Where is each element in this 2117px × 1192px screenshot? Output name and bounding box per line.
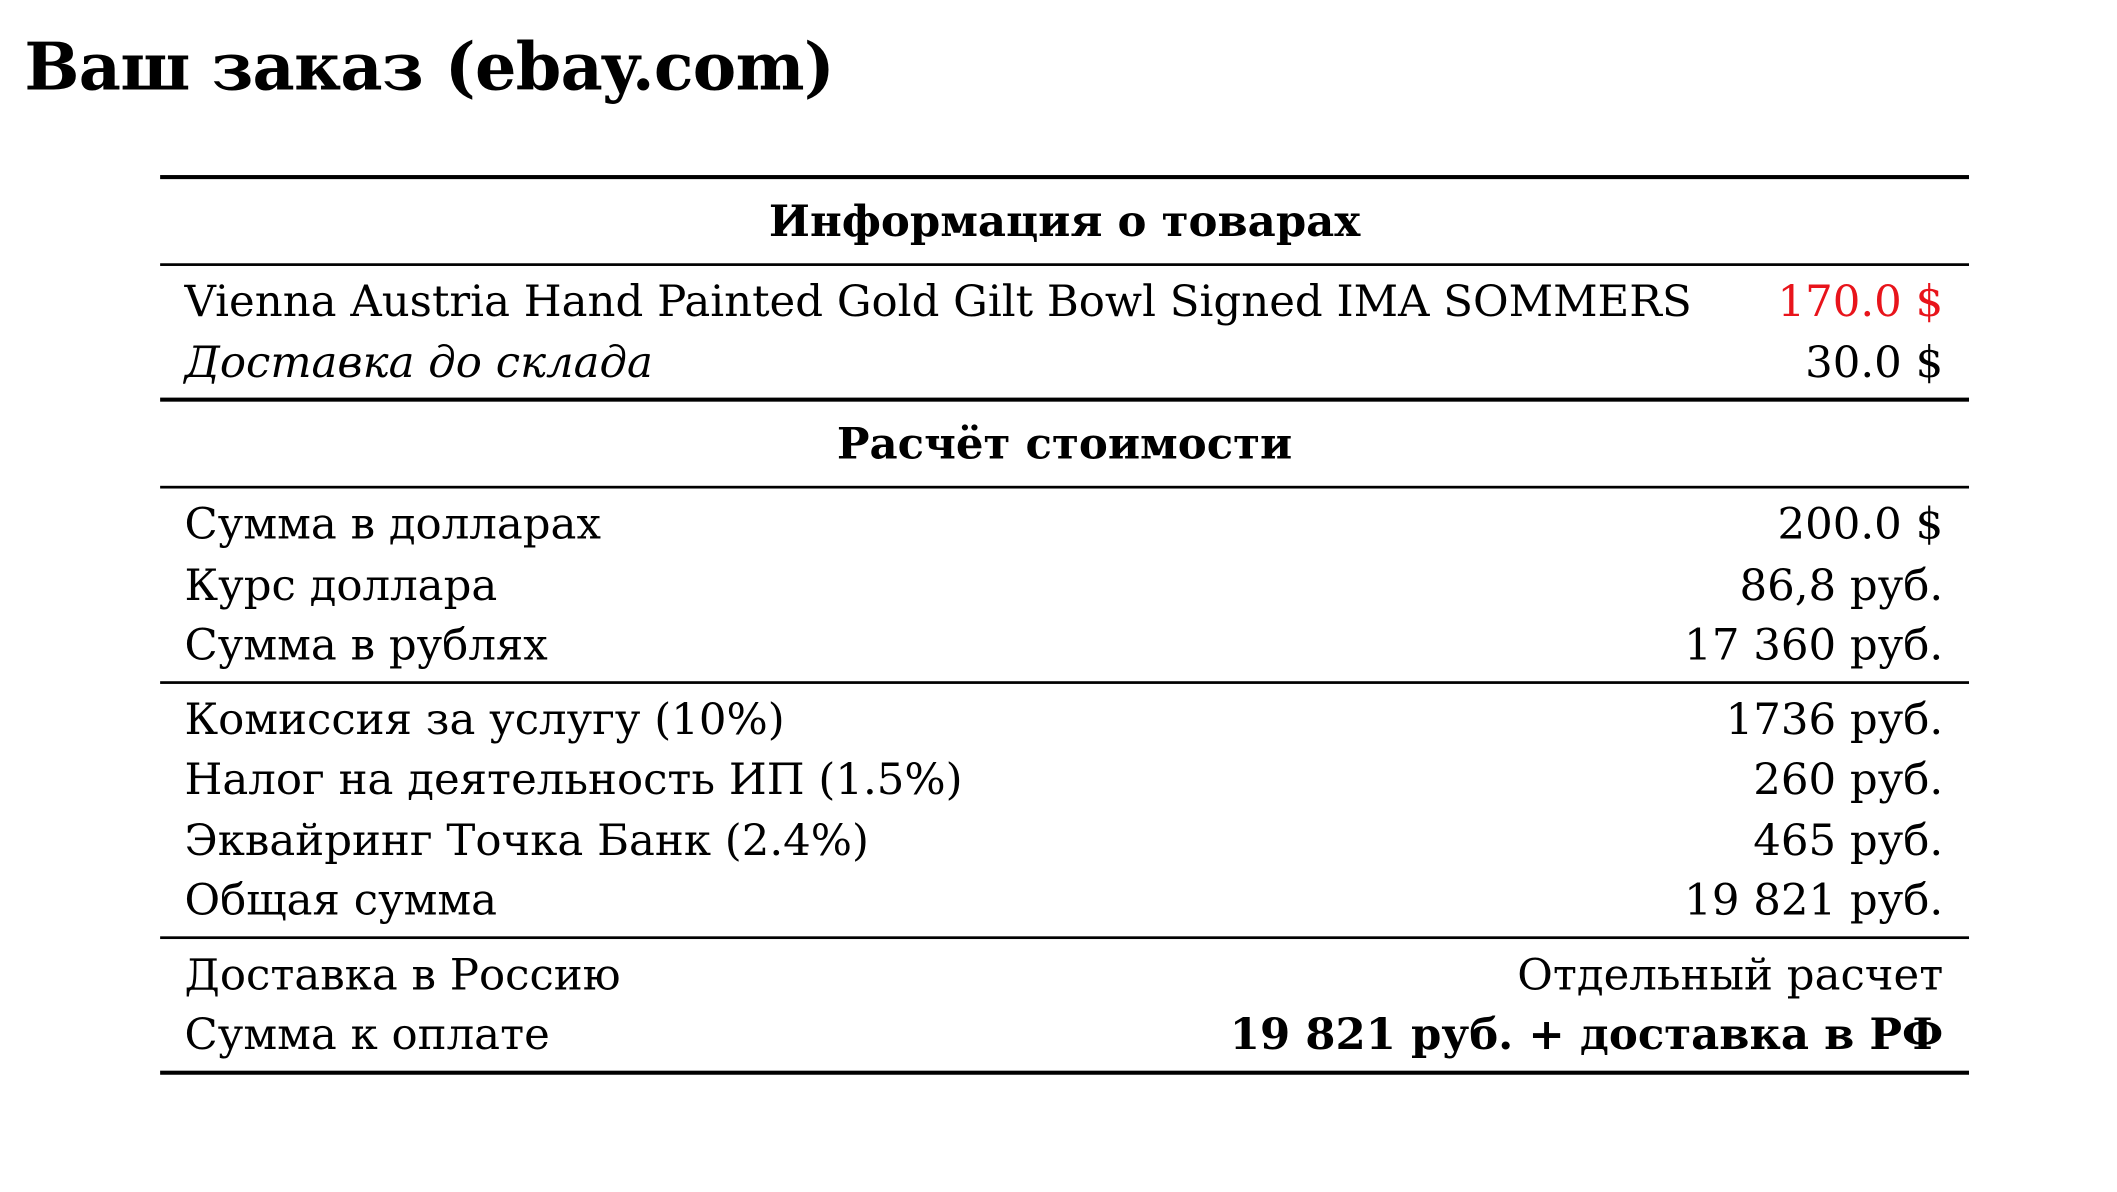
row-label: Сумма в рублях (184, 618, 548, 671)
row-label: Курс доллара (184, 558, 498, 610)
row-label: Эквайринг Точка Банк (2.4%) (184, 813, 869, 866)
divider (160, 175, 1970, 180)
divider (160, 263, 1970, 266)
table-row: Сумма в долларах 200.0 $ (160, 494, 1969, 554)
row-label: Комиссия за услугу (10%) (184, 692, 785, 745)
row-label: Сумма в долларах (184, 498, 601, 550)
row-value: 465 руб. (1753, 813, 1944, 866)
table-row: Сумма в рублях 17 360 руб. (160, 615, 1969, 675)
divider (160, 397, 1970, 402)
table-row-amount-due: Сумма к оплате 19 821 руб. + доставка в Р… (160, 1004, 1969, 1064)
table-row: Курс доллара 86,8 руб. (160, 554, 1969, 614)
row-value: 200.0 $ (1777, 498, 1944, 550)
calc-group: Сумма в долларах 200.0 $ Курс доллара 86,8… (160, 489, 1969, 681)
row-value: 260 руб. (1753, 753, 1944, 805)
items-group: Vienna Austria Hand Painted Gold Gilt Bo… (160, 266, 1969, 398)
divider (160, 935, 1970, 939)
row-value: 17 360 руб. (1684, 618, 1944, 671)
row-label: Доставка в Россию (184, 947, 621, 1000)
divider (160, 1069, 1970, 1075)
row-value: 86,8 руб. (1739, 558, 1944, 610)
table-row: Доставка в Россию Отдельный расчет (160, 944, 1969, 1004)
row-value: Отдельный расчет (1517, 947, 1944, 1000)
final-group: Доставка в Россию Отдельный расчет Сумма … (160, 938, 1969, 1070)
order-table: Информация о товарах Vienna Austria Hand… (160, 175, 1970, 1075)
row-value: 30.0 $ (1805, 335, 1944, 388)
item-name: Vienna Austria Hand Painted Gold Gilt Bo… (184, 275, 1692, 328)
table-row: Эквайринг Точка Банк (2.4%) 465 руб. (160, 809, 1969, 869)
row-value: 1736 руб. (1725, 692, 1944, 745)
row-label: Доставка до склада (184, 335, 653, 388)
table-row: Налог на деятельность ИП (1.5%) 260 руб. (160, 749, 1969, 809)
row-value: 19 821 руб. (1684, 873, 1944, 926)
section-header-items: Информация о товарах (768, 195, 1361, 247)
fees-group: Комиссия за услугу (10%) 1736 руб. Налог … (160, 683, 1969, 935)
divider (160, 680, 1970, 684)
row-label: Сумма к оплате (184, 1008, 550, 1060)
table-row: Комиссия за услугу (10%) 1736 руб. (160, 689, 1969, 749)
section-header-calc: Расчёт стоимости (836, 417, 1293, 470)
table-row-total: Общая сумма 19 821 руб. (160, 870, 1969, 930)
page-title: Ваш заказ (ebay.com) (24, 29, 834, 106)
table-row-item: Vienna Austria Hand Painted Gold Gilt Bo… (160, 271, 1969, 331)
item-price: 170.0 $ (1777, 275, 1944, 328)
amount-due-value: 19 821 руб. + доставка в РФ (1229, 1008, 1944, 1060)
row-label: Общая сумма (184, 873, 498, 926)
divider (160, 485, 1970, 489)
row-label: Налог на деятельность ИП (1.5%) (184, 753, 963, 805)
table-row-warehouse-shipping: Доставка до склада 30.0 $ (160, 332, 1969, 392)
